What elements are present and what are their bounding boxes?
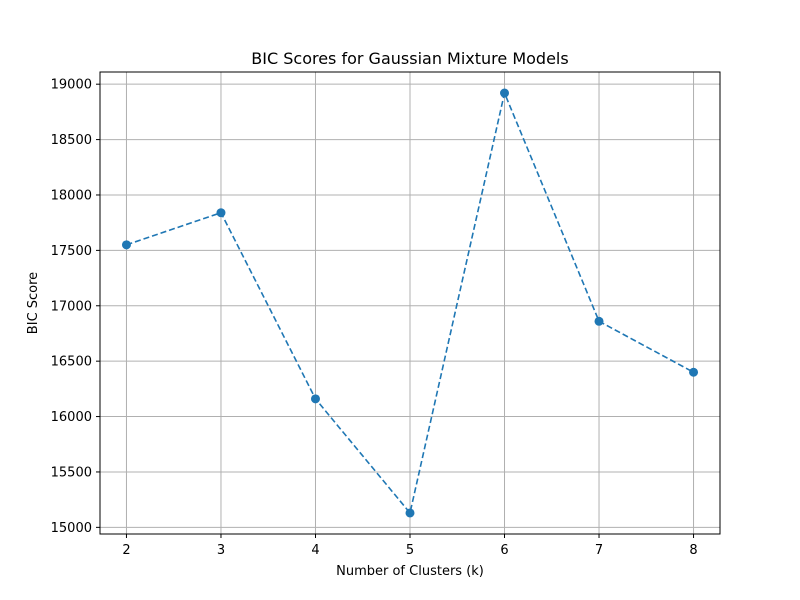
y-tick-label: 15000 xyxy=(51,521,92,536)
y-axis-label: BIC Score xyxy=(26,272,41,334)
y-tick-label: 18500 xyxy=(51,133,92,148)
data-point-k8 xyxy=(689,367,699,377)
series-bic xyxy=(121,88,699,518)
data-point-k7 xyxy=(594,316,604,326)
y-tick-label: 17500 xyxy=(51,244,92,259)
x-axis-label: Number of Clusters (k) xyxy=(336,564,484,579)
x-tick-label: 2 xyxy=(122,543,130,558)
chart-title: BIC Scores for Gaussian Mixture Models xyxy=(251,49,568,68)
y-tick-label: 15500 xyxy=(51,465,92,480)
data-point-k5 xyxy=(405,508,415,518)
x-tick-label: 6 xyxy=(500,543,508,558)
data-point-k6 xyxy=(500,88,510,98)
x-tick-label: 4 xyxy=(311,543,319,558)
data-point-k4 xyxy=(310,394,320,404)
y-tick-label: 16000 xyxy=(51,410,92,425)
y-axis-ticks: 15000 15500 16000 16500 17000 17500 18000 18500… xyxy=(51,78,100,536)
x-tick-label: 7 xyxy=(595,543,603,558)
y-tick-label: 17000 xyxy=(51,299,92,314)
x-axis-ticks: 2 3 4 5 6 7 8 xyxy=(122,534,698,558)
x-tick-label: 3 xyxy=(217,543,225,558)
y-tick-label: 19000 xyxy=(51,78,92,93)
x-tick-label: 8 xyxy=(689,543,697,558)
y-tick-label: 16500 xyxy=(51,355,92,370)
y-tick-label: 18000 xyxy=(51,188,92,203)
data-point-k2 xyxy=(121,240,131,250)
x-tick-label: 5 xyxy=(406,543,414,558)
grid xyxy=(100,72,720,534)
data-point-k3 xyxy=(216,208,226,218)
